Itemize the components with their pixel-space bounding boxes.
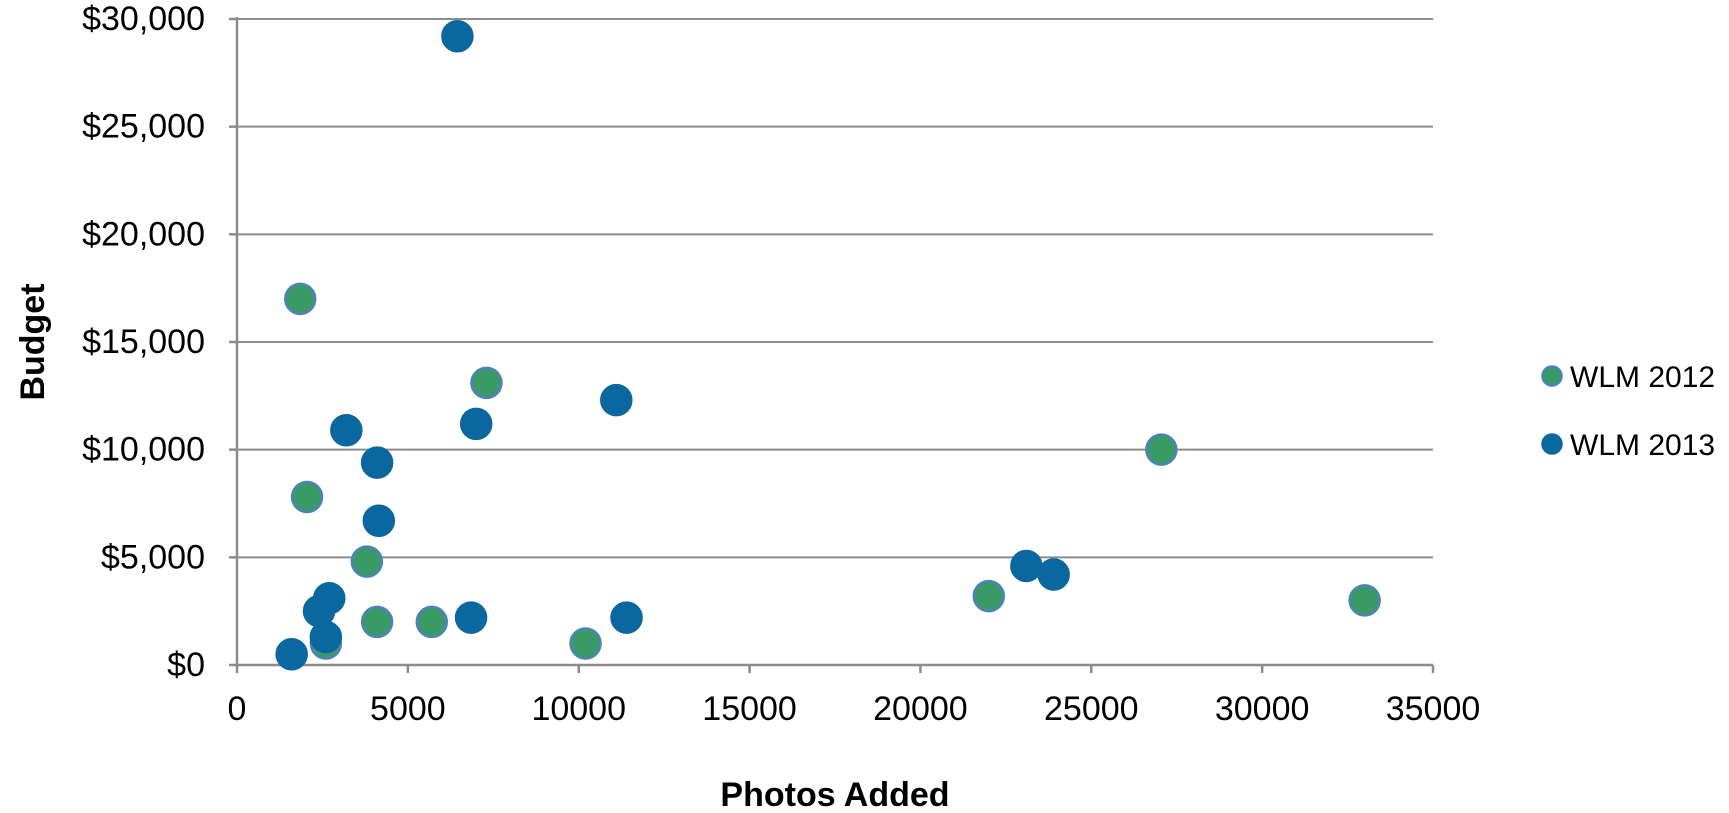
data-point bbox=[350, 545, 384, 578]
x-axis-tick-labels: 0 5000 10000 15000 20000 25000 30000 35000 bbox=[228, 690, 1481, 728]
data-point bbox=[470, 366, 503, 400]
y-tick-label: $10,000 bbox=[82, 431, 205, 469]
axes bbox=[229, 17, 1435, 673]
legend-marker bbox=[1541, 365, 1563, 387]
legend-marker bbox=[1541, 433, 1563, 455]
x-tick-label: 5000 bbox=[370, 690, 446, 728]
x-tick-label: 15000 bbox=[702, 690, 797, 728]
data-point bbox=[275, 637, 308, 671]
x-axis-title: Photos Added bbox=[720, 776, 949, 813]
y-tick-label: $25,000 bbox=[82, 108, 205, 146]
y-axis-title: Budget bbox=[14, 283, 52, 400]
data-point bbox=[1348, 584, 1381, 617]
x-tick-label: 10000 bbox=[531, 690, 626, 728]
data-point bbox=[313, 581, 346, 615]
data-point bbox=[415, 605, 449, 639]
data-point bbox=[454, 601, 488, 634]
data-point bbox=[972, 579, 1006, 613]
data-point bbox=[1037, 558, 1070, 591]
y-tick-label: $5,000 bbox=[101, 538, 205, 576]
data-point bbox=[459, 407, 493, 441]
data-point bbox=[362, 504, 396, 537]
data-point bbox=[1010, 549, 1043, 583]
y-axis-tick-labels: $0 $5,000 $10,000 $15,000 $20,000 $25,000 $30,… bbox=[82, 0, 205, 684]
series-wlm-2013 bbox=[275, 19, 1070, 671]
legend-item: WLM 2013 bbox=[1541, 429, 1715, 462]
data-point bbox=[441, 19, 474, 53]
series-wlm-2012 bbox=[283, 282, 1381, 660]
legend-item: WLM 2012 bbox=[1541, 361, 1715, 394]
data-points bbox=[275, 19, 1381, 671]
data-point bbox=[360, 605, 394, 639]
data-point bbox=[290, 480, 324, 514]
x-tick-label: 35000 bbox=[1386, 690, 1481, 728]
data-point bbox=[610, 601, 643, 634]
data-point bbox=[330, 414, 363, 447]
y-tick-label: $0 bbox=[167, 646, 205, 684]
x-tick-label: 20000 bbox=[873, 690, 968, 728]
data-point bbox=[309, 620, 343, 654]
x-tick-label: 30000 bbox=[1215, 690, 1310, 728]
x-tick-label: 0 bbox=[228, 690, 247, 728]
gridlines bbox=[237, 18, 1433, 666]
data-point bbox=[569, 627, 602, 660]
legend-label: WLM 2013 bbox=[1570, 429, 1715, 462]
legend-label: WLM 2012 bbox=[1570, 361, 1715, 394]
data-point bbox=[600, 383, 633, 417]
data-point bbox=[1145, 433, 1178, 466]
legend: WLM 2012 WLM 2013 bbox=[1541, 361, 1715, 462]
data-point bbox=[360, 446, 394, 479]
y-tick-label: $30,000 bbox=[82, 0, 205, 38]
x-tick-label: 25000 bbox=[1044, 690, 1139, 728]
y-tick-label: $20,000 bbox=[82, 215, 205, 253]
y-tick-label: $15,000 bbox=[82, 323, 205, 361]
data-point bbox=[283, 282, 317, 316]
